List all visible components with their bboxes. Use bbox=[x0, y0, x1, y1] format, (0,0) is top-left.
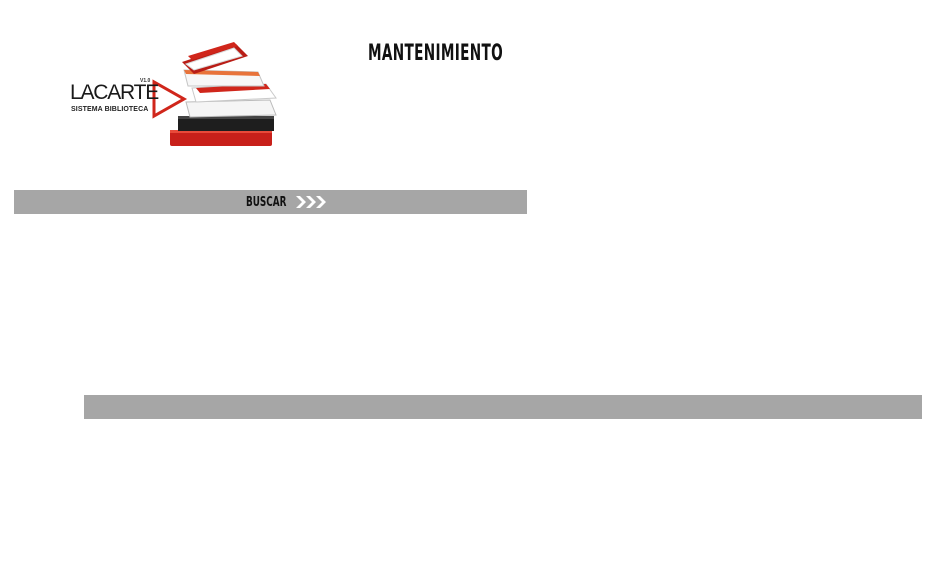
books-stack-icon bbox=[152, 42, 277, 146]
logo-subtitle: SISTEMA BIBLIOTECA bbox=[71, 106, 149, 113]
search-button[interactable]: BUSCAR bbox=[246, 190, 328, 214]
logo-name: LACARTE bbox=[70, 81, 159, 104]
search-bar: BUSCAR bbox=[14, 190, 527, 214]
results-header-bar bbox=[84, 395, 922, 419]
search-button-label: BUSCAR bbox=[246, 194, 287, 210]
page-title: MANTENIMIENTO bbox=[368, 41, 503, 66]
logo-version: V1.0 bbox=[140, 78, 151, 84]
triple-chevron-right-icon bbox=[296, 196, 326, 208]
app-logo: V1.0 LACARTE SISTEMA BIBLIOTECA bbox=[66, 40, 286, 158]
